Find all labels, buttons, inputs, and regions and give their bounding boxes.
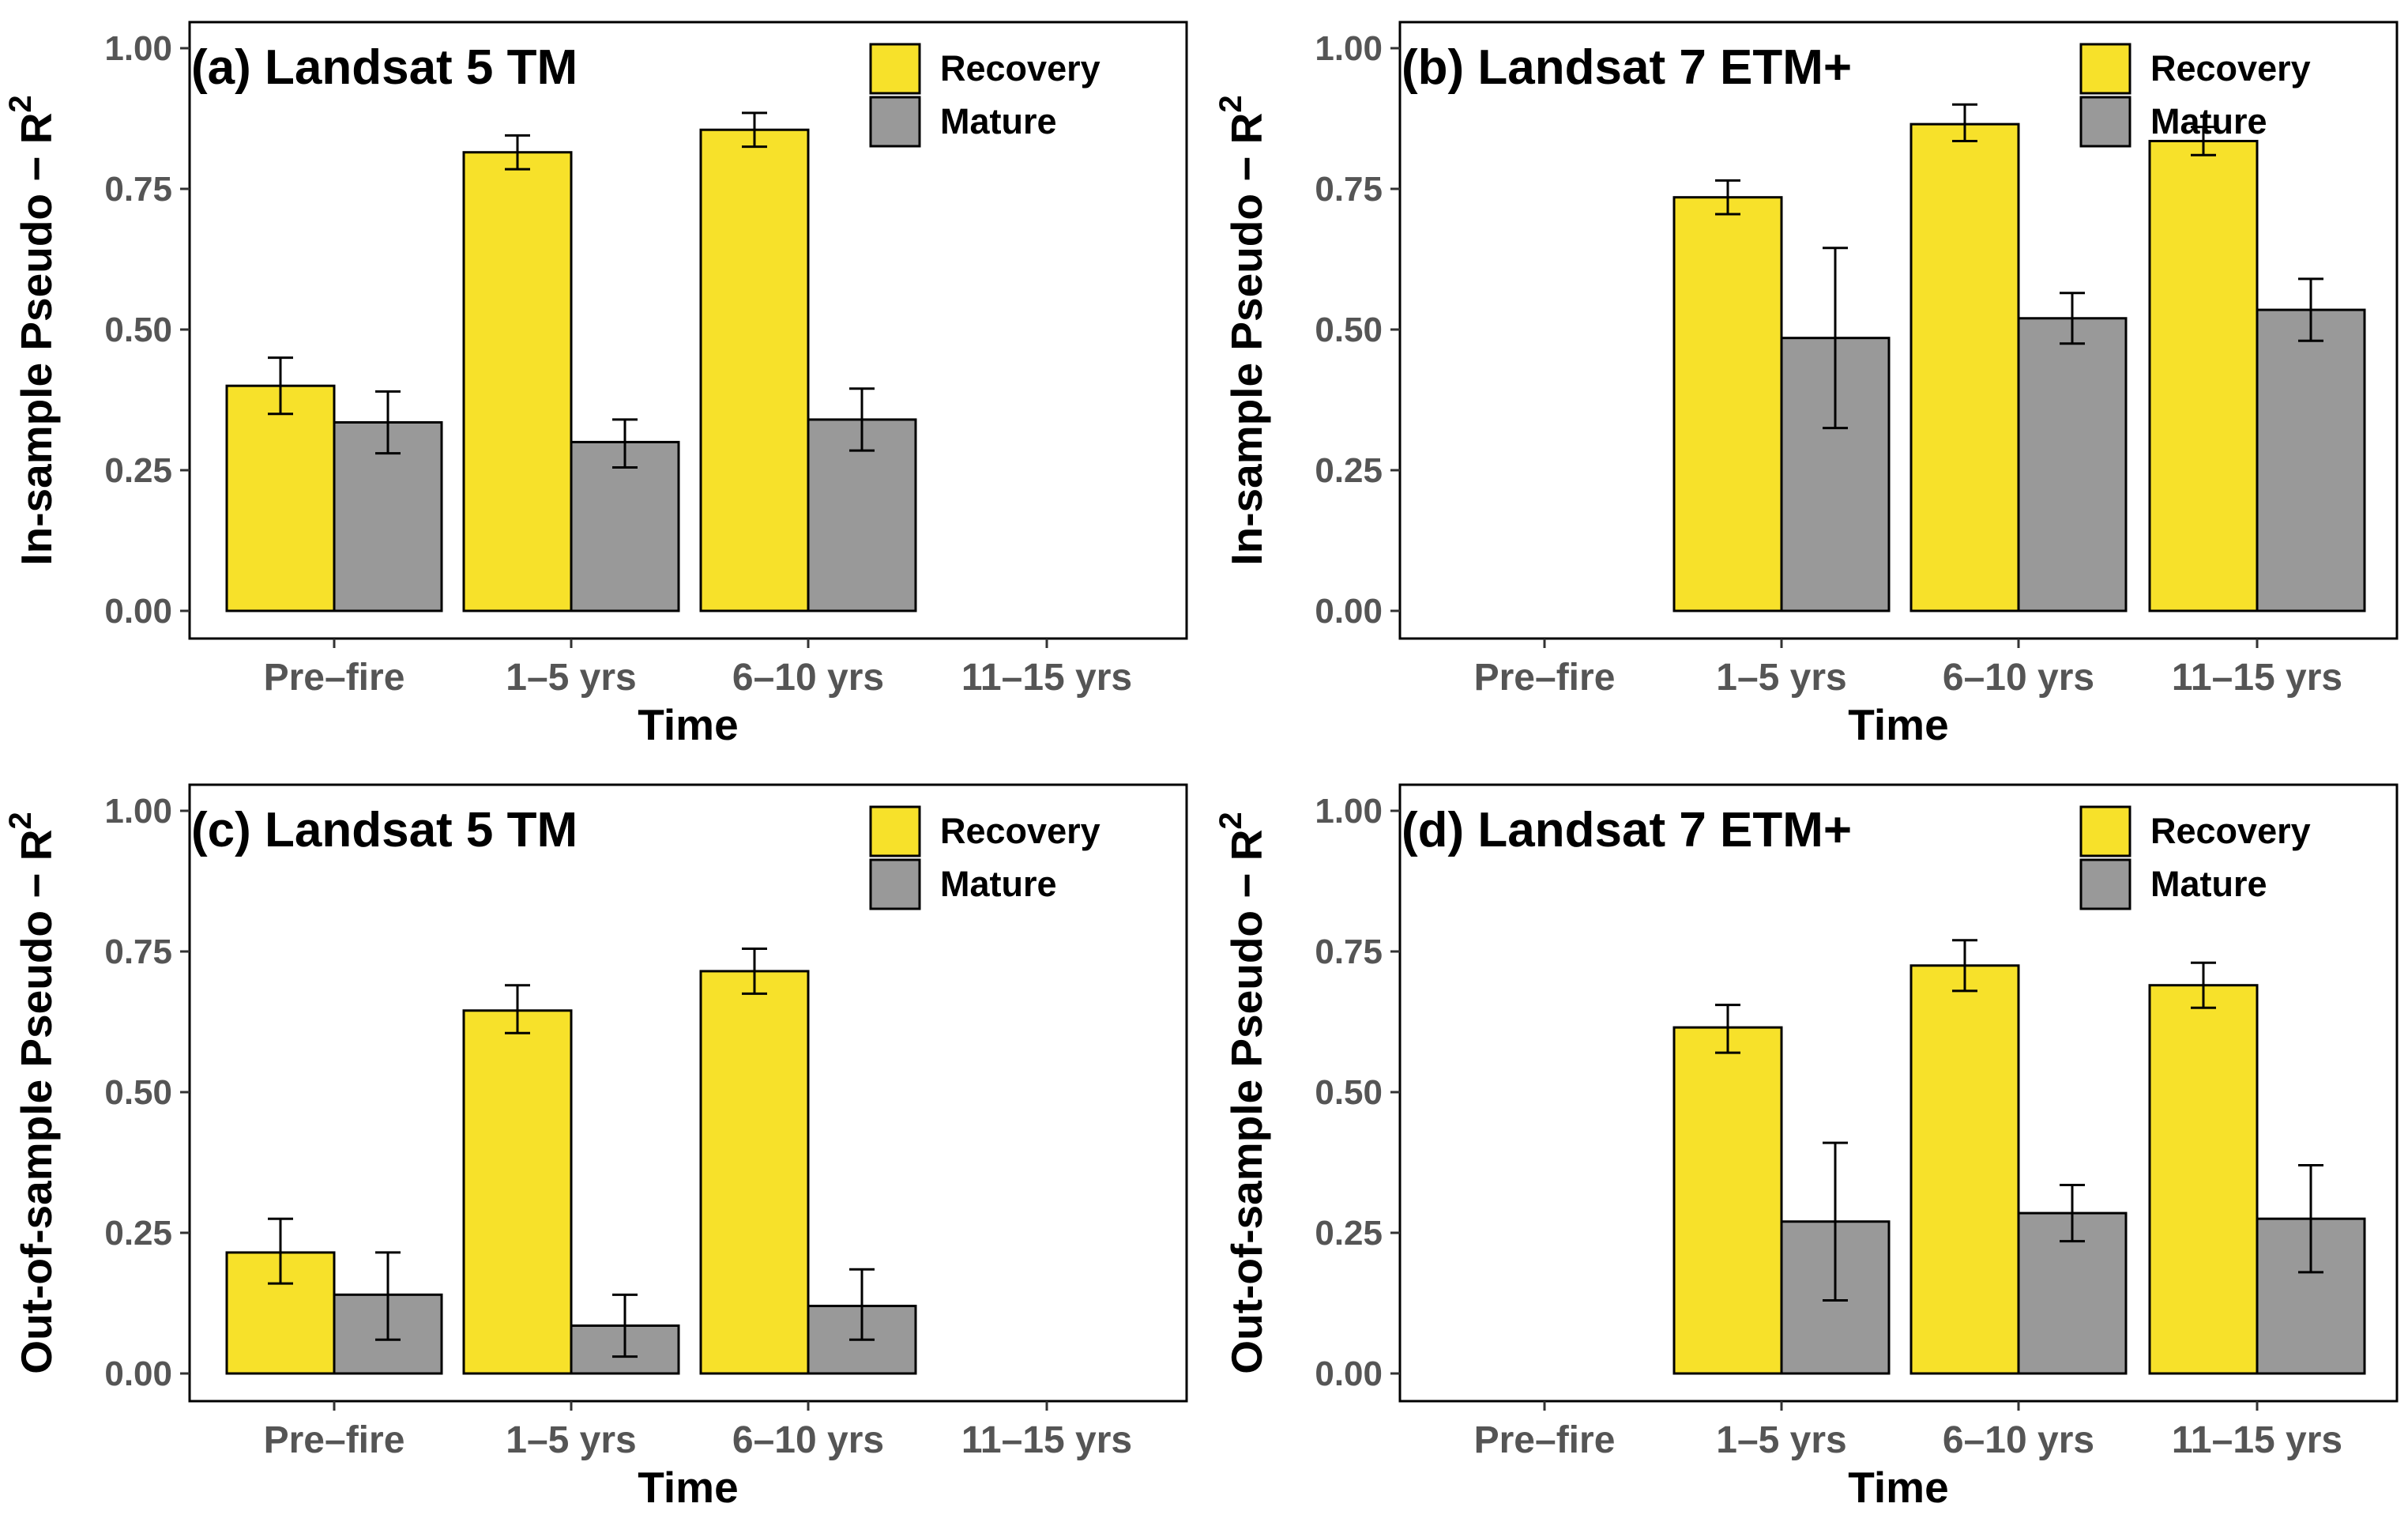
y-axis-title-superscript: 2	[1213, 812, 1248, 829]
x-tick-label: 6–10 yrs	[732, 657, 884, 699]
y-tick-label: 0.25	[104, 451, 172, 490]
y-tick-label: 0.25	[104, 1214, 172, 1253]
bar-recovery	[462, 1009, 573, 1375]
panel-title: (b) Landsat 7 ETM+	[1402, 40, 1852, 95]
y-axis-title-text: Out-of-sample Pseudo − R	[1222, 830, 1271, 1374]
legend-key-mature	[869, 96, 921, 148]
y-tick-label: 0.00	[1315, 1355, 1383, 1393]
y-axis-title: In-sample Pseudo − R2	[3, 95, 61, 565]
x-tick-label: 11–15 yrs	[2172, 657, 2342, 699]
bar-recovery	[699, 970, 810, 1375]
x-tick-label: Pre–fire	[1474, 657, 1616, 699]
legend-label: Recovery	[940, 48, 1101, 89]
bar-recovery	[1909, 122, 2020, 612]
y-tick-label: 1.00	[104, 792, 172, 831]
x-tick-label: 1–5 yrs	[506, 1419, 637, 1461]
y-axis-title-superscript: 2	[3, 812, 38, 829]
bar-recovery	[225, 384, 336, 612]
y-axis-title-superscript: 2	[3, 95, 38, 112]
legend-key-mature	[2079, 858, 2131, 910]
panel-title: (a) Landsat 5 TM	[191, 40, 578, 95]
bar-mature	[2017, 1211, 2128, 1375]
x-tick-label: 6–10 yrs	[1943, 657, 2094, 699]
y-tick-label: 0.25	[1315, 1214, 1383, 1253]
y-tick-label: 0.75	[104, 933, 172, 971]
x-tick-label: 1–5 yrs	[1716, 657, 1847, 699]
bar-recovery	[1909, 964, 2020, 1375]
legend-label: Mature	[2150, 864, 2267, 904]
chart-panel-4: 0.00 0.25 0.50 0.75 1.00 Pre–fire 1–5 yrs 6–10 …	[1213, 783, 2399, 1512]
bar-recovery	[1672, 1026, 1783, 1375]
legend-label: Recovery	[2150, 48, 2311, 89]
y-axis-title: Out-of-sample Pseudo − R2	[1213, 812, 1271, 1373]
x-tick-label: 11–15 yrs	[961, 1419, 1132, 1461]
y-axis-title-text: In-sample Pseudo − R	[1222, 113, 1271, 566]
bar-mature	[2256, 308, 2366, 612]
y-tick-label: 0.50	[104, 1073, 172, 1112]
x-tick-label: 11–15 yrs	[2172, 1419, 2342, 1461]
legend-label: Mature	[2150, 101, 2267, 141]
y-tick-label: 0.75	[1315, 933, 1383, 971]
y-tick-label: 1.00	[1315, 29, 1383, 68]
y-axis-title-text: Out-of-sample Pseudo − R	[12, 830, 61, 1374]
bar-recovery	[2148, 139, 2259, 612]
x-tick-label: Pre–fire	[264, 1419, 405, 1461]
legend-key-mature	[869, 858, 921, 910]
y-axis-title-text: In-sample Pseudo − R	[12, 113, 61, 566]
legend-label: Mature	[940, 864, 1057, 904]
legend-label: Mature	[940, 101, 1057, 141]
x-tick-label: Pre–fire	[1474, 1419, 1616, 1461]
legend-key-recovery	[2079, 43, 2131, 95]
bar-mature	[2017, 317, 2128, 612]
legend-key-recovery	[869, 805, 921, 857]
legend-key-recovery	[869, 43, 921, 95]
bar-recovery	[462, 151, 573, 612]
x-tick-label: 6–10 yrs	[732, 1419, 884, 1461]
y-tick-label: 0.25	[1315, 451, 1383, 490]
x-tick-label: 11–15 yrs	[961, 657, 1132, 699]
chart-panel-2: 0.00 0.25 0.50 0.75 1.00 Pre–fire 1–5 yrs 6–10 …	[1213, 21, 2399, 749]
x-axis-title: Time	[1848, 700, 1948, 749]
y-tick-label: 0.50	[1315, 311, 1383, 349]
y-tick-label: 0.00	[104, 1355, 172, 1393]
y-tick-label: 0.50	[1315, 1073, 1383, 1112]
y-tick-label: 1.00	[1315, 792, 1383, 831]
x-tick-label: 6–10 yrs	[1943, 1419, 2094, 1461]
chart-panel-3: 0.00 0.25 0.50 0.75 1.00 Pre–fire 1–5 yrs 6–10 …	[3, 783, 1188, 1512]
bar-recovery	[2148, 984, 2259, 1375]
x-axis-title: Time	[638, 700, 738, 749]
y-tick-label: 0.00	[104, 592, 172, 631]
legend-label: Recovery	[940, 811, 1101, 851]
panel-title: (d) Landsat 7 ETM+	[1402, 803, 1852, 857]
bar-recovery	[225, 1251, 336, 1375]
y-axis-title: In-sample Pseudo − R2	[1213, 95, 1271, 565]
legend-key-mature	[2079, 96, 2131, 148]
x-axis-title: Time	[638, 1463, 738, 1512]
y-tick-label: 1.00	[104, 29, 172, 68]
x-tick-label: 1–5 yrs	[1716, 1419, 1847, 1461]
y-tick-label: 0.00	[1315, 592, 1383, 631]
y-axis-title: Out-of-sample Pseudo − R2	[3, 812, 61, 1373]
y-tick-label: 0.50	[104, 311, 172, 349]
x-tick-label: Pre–fire	[264, 657, 405, 699]
chart-panel-1: 0.00 0.25 0.50 0.75 1.00 Pre–fire 1–5 yrs 6–10 …	[3, 21, 1188, 749]
y-axis-title-superscript: 2	[1213, 95, 1248, 112]
bar-recovery	[699, 128, 810, 612]
x-axis-title: Time	[1848, 1463, 1948, 1512]
legend-key-recovery	[2079, 805, 2131, 857]
bar-recovery	[1672, 196, 1783, 612]
y-tick-label: 0.75	[1315, 170, 1383, 209]
panel-title: (c) Landsat 5 TM	[191, 803, 578, 857]
y-tick-label: 0.75	[104, 170, 172, 209]
x-tick-label: 1–5 yrs	[506, 657, 637, 699]
legend-label: Recovery	[2150, 811, 2311, 851]
